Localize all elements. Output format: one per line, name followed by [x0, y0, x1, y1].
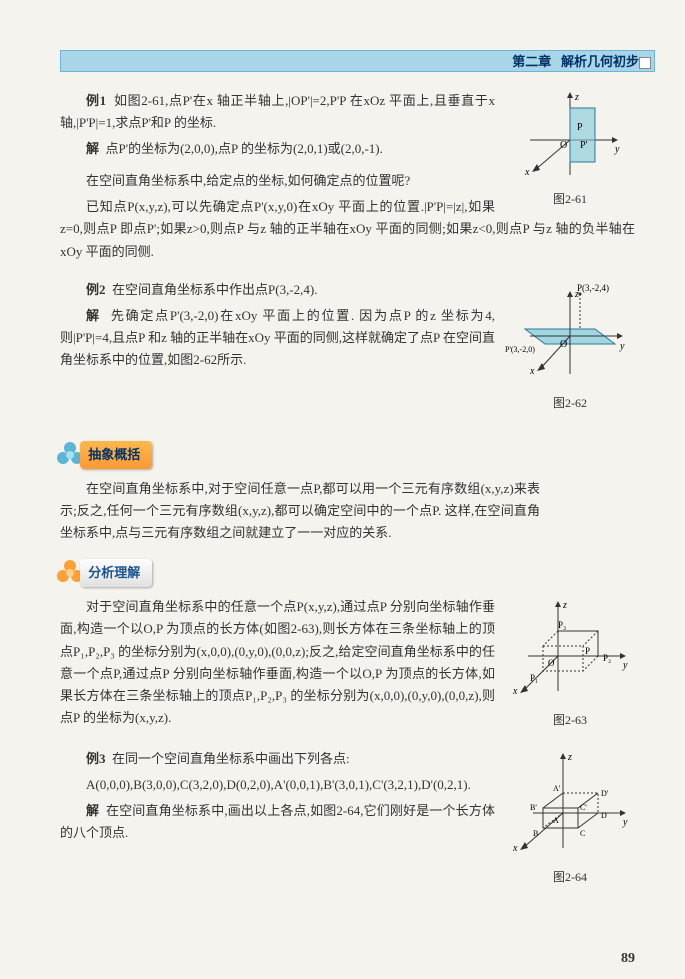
svg-text:y: y	[622, 817, 628, 828]
ex1-text: 如图2-61,点P'在x 轴正半轴上,|OP'|=2,P'P 在xOz 平面上,…	[60, 93, 495, 130]
svg-text:x: x	[524, 167, 530, 178]
chapter-title: 解析几何初步	[561, 54, 639, 69]
svg-text:x: x	[512, 686, 518, 697]
ex2-sol-label: 解	[86, 308, 101, 323]
ex3-text1: 在同一个空间直角坐标系中画出下列各点:	[112, 751, 350, 766]
svg-text:O: O	[548, 658, 555, 668]
ex1-label: 例1	[86, 93, 106, 108]
page-number: 89	[621, 951, 635, 967]
svg-text:x: x	[512, 843, 518, 854]
svg-text:z: z	[574, 289, 579, 300]
chapter-header: 第二章 解析几何初步	[60, 50, 655, 72]
ex3-sol-label: 解	[86, 803, 99, 818]
svg-text:O: O	[560, 339, 567, 350]
ex2-sol-text: 先确定点P'(3,-2,0)在xOy 平面上的位置. 因为点P 的z 坐标为4,…	[60, 308, 495, 367]
svg-text:A': A'	[553, 784, 561, 793]
fig2-label-p2: P'(3,-2,0)	[505, 345, 535, 354]
section-ex1: z y x P P' O 图2-61 例1 如图2-61,点P'在x 轴正半轴上…	[60, 90, 635, 267]
fig1-caption: 图2-61	[505, 189, 635, 209]
ex1-sol-text: 点P'的坐标为(2,0,0),点P 的坐标为(2,0,1)或(2,0,-1).	[106, 141, 383, 156]
svg-text:B: B	[533, 829, 538, 838]
section-ex2: P(3,-2,4) z y x P'(3,-2,0) O 图2-62 例2 在空…	[60, 279, 635, 418]
abstract-label: 抽象概括	[80, 441, 152, 469]
abstract-badge: 抽象概括	[55, 440, 152, 470]
svg-text:y: y	[622, 660, 628, 671]
ex2-text: 在空间直角坐标系中作出点P(3,-2,4).	[112, 282, 317, 297]
svg-text:D': D'	[601, 789, 609, 798]
fig4-caption: 图2-64	[505, 867, 635, 887]
svg-text:P₂: P₂	[603, 653, 611, 663]
svg-text:B': B'	[530, 803, 537, 812]
figure-2-64: z y x A' D' B' C' A D B C	[505, 748, 635, 887]
abstract-text: 在空间直角坐标系中,对于空间任意一点P,都可以用一个三元有序数组(x,y,z)来…	[60, 478, 540, 544]
ex1-sol-label: 解	[86, 141, 99, 156]
figure-2-61: z y x P P' O 图2-61	[505, 90, 635, 209]
analysis-label: 分析理解	[80, 559, 152, 587]
svg-text:P: P	[577, 122, 583, 133]
analysis-badge: 分析理解	[55, 558, 152, 588]
svg-text:P₃: P₃	[558, 620, 566, 630]
svg-text:z: z	[567, 752, 572, 763]
figure-2-63: z y x O P P₂ P₃ P₁ 图2-63	[505, 596, 635, 730]
svg-text:P: P	[585, 646, 590, 656]
svg-text:P₁: P₁	[530, 673, 538, 683]
page-content: z y x P P' O 图2-61 例1 如图2-61,点P'在x 轴正半轴上…	[60, 90, 635, 892]
svg-text:O: O	[560, 140, 567, 151]
svg-text:y: y	[619, 341, 625, 352]
fig2-label-p: P(3,-2,4)	[577, 283, 609, 293]
svg-text:C': C'	[580, 803, 587, 812]
dots-border: ● ● ● ● ● ● ● ● ● ● ● ● ● ● ● ● ● ● ● ● …	[30, 936, 655, 939]
svg-text:y: y	[614, 144, 620, 155]
svg-text:z: z	[562, 600, 567, 611]
fig2-caption: 图2-62	[505, 393, 635, 413]
section-ex3: z y x A' D' B' C' A D B C	[60, 748, 635, 892]
ex3-label: 例3	[86, 751, 106, 766]
section-analysis: z y x O P P₂ P₃ P₁ 图2-63 对于空间直角坐	[60, 596, 635, 735]
svg-text:A: A	[553, 816, 559, 825]
svg-text:x: x	[529, 366, 535, 377]
chapter-num: 第二章	[512, 54, 551, 69]
ex2-label: 例2	[86, 282, 106, 297]
svg-text:z: z	[574, 92, 579, 103]
svg-text:P': P'	[580, 140, 588, 151]
ex3-sol-text: 在空间直角坐标系中,画出以上各点,如图2-64,它们刚好是一个长方体的八个顶点.	[60, 803, 495, 840]
fig3-caption: 图2-63	[505, 710, 635, 730]
figure-2-62: P(3,-2,4) z y x P'(3,-2,0) O 图2-62	[505, 279, 635, 413]
svg-text:C: C	[580, 829, 585, 838]
svg-text:D: D	[601, 811, 607, 820]
